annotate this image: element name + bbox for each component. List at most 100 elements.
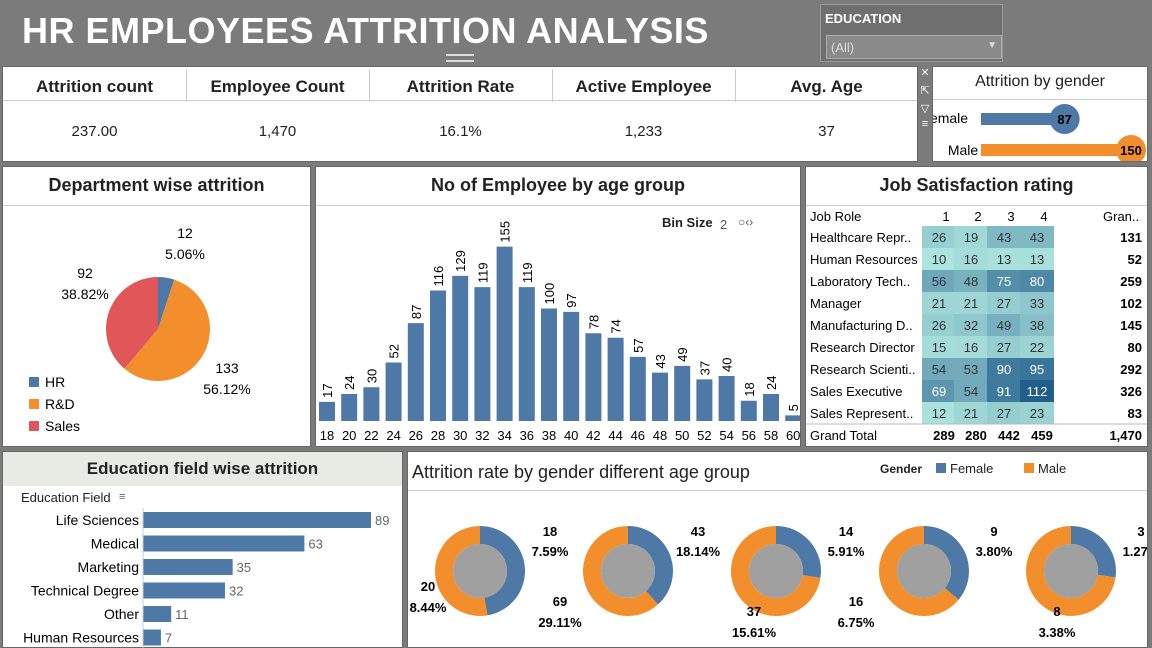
filter-icon[interactable]: ▽ <box>920 103 930 115</box>
age-bar[interactable] <box>518 287 535 421</box>
heat-cell[interactable] <box>954 226 988 248</box>
donut-slice-female[interactable] <box>1071 526 1116 578</box>
age-bar[interactable] <box>585 333 602 421</box>
heat-cell[interactable] <box>987 314 1021 336</box>
age-bar[interactable] <box>696 379 713 421</box>
heat-cell[interactable] <box>954 402 988 424</box>
age-bar[interactable] <box>341 394 358 421</box>
education-bar[interactable] <box>143 629 161 646</box>
donut-slice-male[interactable] <box>878 526 959 616</box>
heat-cell-value: 19 <box>964 230 978 245</box>
donut-slice-male[interactable] <box>583 526 658 616</box>
donut-slice-female[interactable] <box>628 526 673 605</box>
bin-size-value[interactable]: 2 <box>720 217 728 232</box>
age-bar[interactable] <box>430 290 446 422</box>
heat-cell[interactable] <box>954 380 988 402</box>
heat-cell[interactable] <box>954 336 988 358</box>
education-bar[interactable] <box>143 535 305 552</box>
female-pct-label: 5.91% <box>828 544 865 559</box>
donut-slice-female[interactable] <box>924 526 969 600</box>
heat-cell-value: 26 <box>932 230 946 245</box>
heat-cell[interactable] <box>987 380 1021 402</box>
heat-cell[interactable] <box>1020 292 1054 314</box>
heat-cell[interactable] <box>987 402 1021 424</box>
heat-cell[interactable] <box>1020 248 1054 270</box>
age-bar[interactable] <box>629 356 646 421</box>
male-bar[interactable] <box>981 144 1139 156</box>
heat-cell[interactable] <box>922 314 956 336</box>
education-bar[interactable] <box>143 582 225 599</box>
age-bar[interactable] <box>763 394 779 421</box>
age-bar[interactable] <box>474 287 491 421</box>
heat-cell[interactable] <box>922 380 956 402</box>
drag-handle[interactable] <box>446 54 474 62</box>
heat-cell[interactable] <box>922 358 956 380</box>
male-bar-value: 150 <box>1120 143 1142 158</box>
education-bar[interactable] <box>143 606 172 622</box>
male-bar-marker[interactable] <box>1116 135 1146 161</box>
age-bar[interactable] <box>785 415 800 421</box>
donut-slice-male[interactable] <box>731 526 821 616</box>
age-bar[interactable] <box>674 365 691 421</box>
age-bar[interactable] <box>652 372 668 421</box>
age-bar[interactable] <box>563 311 580 421</box>
heat-cell[interactable] <box>922 248 956 270</box>
heat-cell[interactable] <box>922 402 956 424</box>
close-icon[interactable]: ✕ <box>920 67 930 79</box>
sort-icon[interactable]: ≡ <box>921 118 929 130</box>
age-bar[interactable] <box>607 337 624 421</box>
male-pct-label: 15.61% <box>732 625 777 640</box>
heat-cell[interactable] <box>922 270 956 292</box>
bin-size-stepper-icon[interactable]: ○‹› <box>738 215 754 229</box>
heat-cell[interactable] <box>987 292 1021 314</box>
age-bar[interactable] <box>452 275 469 421</box>
legend-swatch-rnd <box>29 399 39 409</box>
age-bar[interactable] <box>319 401 335 421</box>
donut-slice-female[interactable] <box>776 526 821 578</box>
heat-cell[interactable] <box>954 292 988 314</box>
age-bar[interactable] <box>385 362 402 422</box>
heat-cell[interactable] <box>987 226 1021 248</box>
female-bar[interactable] <box>981 113 1073 125</box>
age-bar[interactable] <box>363 387 380 421</box>
donut-slice-male[interactable] <box>434 526 488 616</box>
donut-slice-male[interactable] <box>1026 526 1116 616</box>
heat-cell[interactable] <box>954 248 988 270</box>
heat-cell[interactable] <box>987 270 1021 292</box>
heat-cell[interactable] <box>922 336 956 358</box>
heat-cell[interactable] <box>954 314 988 336</box>
education-bar[interactable] <box>143 512 371 528</box>
heat-cell[interactable] <box>1020 358 1054 380</box>
education-select[interactable]: (All) ▼ <box>826 35 1002 59</box>
pie-slice-sales[interactable] <box>106 277 158 369</box>
heat-cell[interactable] <box>922 226 956 248</box>
heat-cell[interactable] <box>987 358 1021 380</box>
age-bar[interactable] <box>407 323 424 421</box>
heat-cell[interactable] <box>1020 336 1054 358</box>
education-bar[interactable] <box>143 559 233 575</box>
pie-slice-rnd[interactable] <box>124 279 210 381</box>
heat-cell[interactable] <box>1020 226 1054 248</box>
heat-cell[interactable] <box>1020 380 1054 402</box>
donut-slice-female[interactable] <box>480 526 525 616</box>
popout-icon[interactable]: ⇱ <box>920 85 930 97</box>
pie-slice-hr[interactable] <box>158 277 175 329</box>
age-bar[interactable] <box>496 246 513 421</box>
heat-cell[interactable] <box>1020 314 1054 336</box>
hr-count-label: 12 <box>177 225 193 241</box>
heat-cell[interactable] <box>1020 270 1054 292</box>
heat-cell[interactable] <box>954 270 988 292</box>
heat-cell[interactable] <box>922 292 956 314</box>
sort-icon[interactable]: ≡ <box>119 491 126 503</box>
heat-cell[interactable] <box>987 336 1021 358</box>
age-bar[interactable] <box>740 400 757 421</box>
age-bar-value: 97 <box>564 293 579 307</box>
heat-cell[interactable] <box>987 248 1021 270</box>
age-bar[interactable] <box>718 376 735 421</box>
heat-cell-value: 69 <box>932 384 946 399</box>
heat-cell[interactable] <box>954 358 988 380</box>
female-bar-marker[interactable] <box>1049 104 1080 134</box>
female-bar-label: emale <box>933 110 968 126</box>
age-bar[interactable] <box>541 308 557 422</box>
heat-cell[interactable] <box>1020 402 1054 424</box>
